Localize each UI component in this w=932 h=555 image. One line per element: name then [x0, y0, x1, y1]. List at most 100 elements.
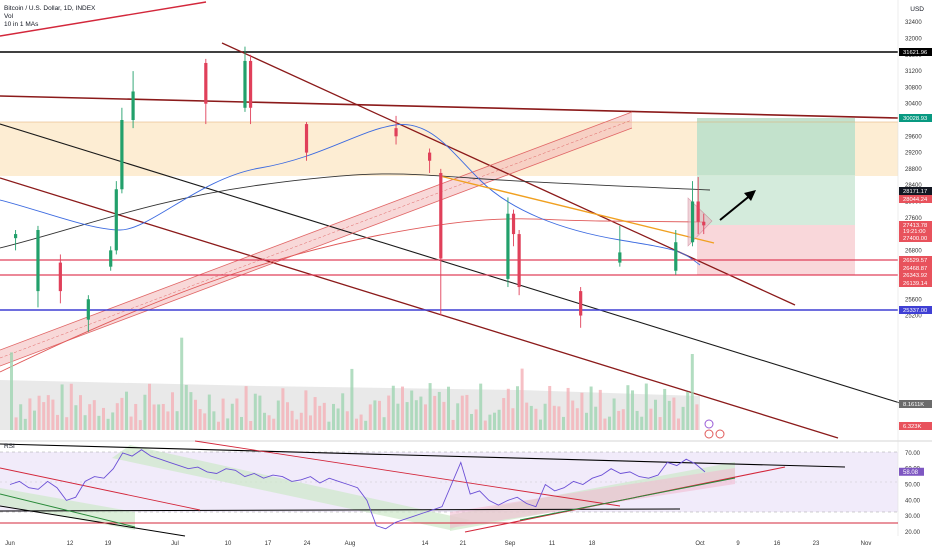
volume-bar: [102, 407, 105, 430]
volume-bars: [10, 337, 699, 430]
drawings: [0, 0, 932, 536]
price-label: 26468.87: [903, 266, 927, 272]
volume-bar: [189, 392, 193, 430]
event-icon-3[interactable]: [715, 429, 725, 439]
volume-bar: [171, 392, 174, 430]
volume-bar: [286, 402, 289, 430]
volume-bar: [378, 400, 381, 430]
x-tick-label: 14: [422, 541, 429, 547]
volume-bar: [244, 386, 248, 430]
volume-bar: [180, 337, 184, 430]
volume-bar: [516, 386, 519, 430]
volume-bar: [184, 384, 188, 430]
price-label-bg: [899, 234, 932, 242]
candle-body: [248, 60, 253, 108]
price-label-bg: [899, 264, 932, 272]
volume-bar: [405, 402, 409, 430]
event-icon[interactable]: [704, 419, 714, 429]
rsi-tick-label: 70.00: [905, 451, 921, 457]
volume-bar: [373, 400, 377, 430]
volume-bar: [10, 352, 13, 430]
volume-bar: [120, 397, 124, 430]
price-label: 30028.93: [903, 116, 927, 122]
event-icon-2[interactable]: [704, 429, 714, 439]
price-label: 28171.17: [903, 189, 927, 195]
volume-bar: [143, 394, 147, 430]
candle-body: [243, 60, 247, 108]
volume-bar: [479, 383, 483, 430]
ma-blue: [0, 124, 701, 266]
rsi-black-line-top: [0, 443, 846, 468]
rsi-black-line-mid: [0, 508, 681, 512]
volume-bar: [198, 409, 202, 430]
stop-zone: [697, 225, 855, 275]
price-label: 27400.00: [903, 236, 927, 242]
volume-bar: [433, 395, 437, 430]
x-axis-ticks: Jun 12 19 Jul 10 17 24 Aug 14 21 Sep 11 18 Oct 9 16 23 No…: [5, 541, 871, 547]
volume-bar: [42, 402, 46, 430]
x-tick-label: 12: [67, 541, 74, 547]
volume-bar: [474, 409, 478, 430]
volume-bar: [695, 404, 699, 430]
y-tick-label: 32000: [905, 37, 922, 43]
volume-bar: [419, 396, 423, 430]
descending-trendline-3: [0, 177, 839, 439]
volume-bar: [534, 408, 538, 430]
volume-bar: [79, 395, 82, 430]
volume-bar: [276, 400, 280, 430]
volume-bar: [663, 388, 667, 430]
ma-black: [0, 173, 711, 249]
volume-bar: [226, 418, 230, 430]
price-label: 8.1611K: [903, 402, 924, 408]
volume-bar: [125, 391, 128, 430]
volume-bar: [631, 390, 634, 430]
volume-bar: [92, 400, 96, 430]
volume-bar: [681, 406, 685, 430]
rsi-series-line: [9, 449, 706, 530]
rsi-green-line-2: [519, 477, 736, 521]
volume-bar: [83, 415, 87, 430]
volume-bar: [230, 403, 234, 430]
volume-bar: [442, 401, 446, 430]
volume-bar: [207, 394, 211, 430]
x-tick-label: Jul: [171, 541, 179, 547]
volume-bar: [318, 405, 322, 430]
candle-body: [86, 299, 90, 320]
volume-bar: [221, 398, 225, 430]
candle-body: [58, 262, 62, 292]
candles: [13, 46, 706, 332]
x-tick-label: Sep: [505, 541, 516, 547]
y-tick-label: 31200: [905, 69, 922, 75]
candle-body: [394, 128, 398, 137]
volume-bar: [327, 421, 331, 430]
price-label-bg: [899, 195, 932, 203]
volume-bar: [272, 418, 276, 430]
price-label: 26343.92: [903, 273, 927, 279]
volume-bar: [410, 390, 414, 430]
volume-bar: [33, 410, 36, 430]
volume-bar: [686, 391, 690, 430]
volume-bar: [364, 420, 368, 430]
volume-bar: [506, 388, 510, 430]
x-tick-label: 10: [225, 541, 232, 547]
volume-bar: [14, 417, 18, 430]
x-tick-label: 11: [549, 541, 556, 547]
volume-bar: [557, 406, 561, 430]
volume-bar: [157, 404, 161, 430]
volume-bar: [589, 386, 593, 430]
price-label: 19:21:00: [903, 229, 926, 235]
candle-body: [690, 201, 695, 243]
rising-channel-bottom: [0, 127, 633, 367]
volume-bar: [304, 390, 308, 430]
volume-bar: [598, 389, 602, 430]
volume-bar: [428, 383, 432, 430]
volume-bar: [281, 388, 285, 430]
chart-title: Bitcoin / U.S. Dollar, 1D, INDEX: [4, 5, 96, 12]
price-labels: 31621.96 30028.93 28171.17 28044.24 27413.78…: [899, 48, 932, 430]
price-label-bg: [899, 187, 932, 195]
price-label: 28044.24: [903, 197, 928, 203]
volume-bar: [543, 403, 547, 430]
